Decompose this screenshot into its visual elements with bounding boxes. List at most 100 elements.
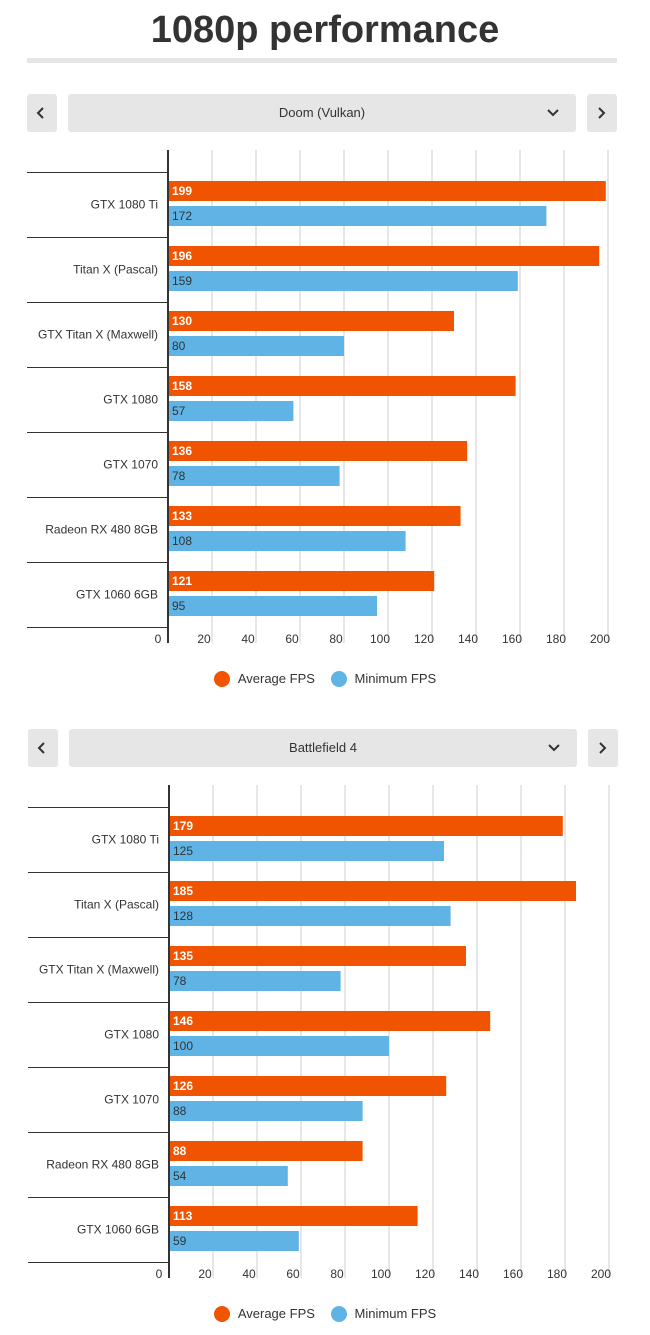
bar-average: [170, 1011, 491, 1031]
category-label: GTX 1080 Ti: [91, 198, 158, 212]
data-label-average: 135: [173, 949, 193, 963]
category-label: GTX Titan X (Maxwell): [39, 963, 159, 977]
data-label-average: 199: [172, 184, 192, 198]
bar-minimum: [170, 1101, 363, 1121]
chevron-down-icon: [547, 109, 559, 117]
next-chart-button[interactable]: [588, 729, 618, 767]
chart-legend: Average FPS Minimum FPS: [0, 1305, 650, 1325]
game-selector-label: Doom (Vulkan): [278, 105, 366, 120]
data-label-average: 133: [172, 509, 192, 523]
data-label-minimum: 80: [172, 339, 186, 353]
category-label: Radeon RX 480 8GB: [46, 1158, 159, 1172]
bar-average: [170, 1076, 447, 1096]
x-tick-label: 60: [285, 632, 299, 646]
category-label: GTX 1080: [104, 1028, 159, 1042]
data-label-average: 179: [173, 819, 193, 833]
data-label-average: 146: [173, 1014, 193, 1028]
data-label-average: 113: [173, 1209, 193, 1223]
x-tick-label: 0: [156, 1267, 163, 1281]
data-label-average: 88: [173, 1144, 187, 1158]
data-label-minimum: 88: [173, 1104, 187, 1118]
data-label-minimum: 128: [173, 909, 193, 923]
legend-label-minimum: Minimum FPS: [354, 671, 437, 687]
x-tick-label: 200: [591, 1267, 611, 1281]
data-label-average: 136: [172, 444, 192, 458]
bar-average: [169, 376, 516, 396]
x-tick-label: 120: [414, 632, 434, 646]
legend-label-minimum: Minimum FPS: [354, 1306, 437, 1322]
bar-minimum: [169, 336, 344, 356]
bar-minimum: [170, 1166, 288, 1186]
chart-legend: Average FPS Minimum FPS: [0, 670, 650, 690]
bar-average: [170, 1141, 363, 1161]
game-selector[interactable]: Doom (Vulkan): [68, 94, 576, 132]
x-tick-label: 40: [241, 632, 255, 646]
category-label: Titan X (Pascal): [73, 263, 158, 277]
prev-chart-button[interactable]: [27, 94, 57, 132]
chevron-left-icon: [37, 742, 45, 754]
category-label: GTX 1070: [104, 1093, 159, 1107]
x-tick-label: 100: [371, 1267, 391, 1281]
bar-average: [169, 441, 468, 461]
next-chart-button[interactable]: [587, 94, 617, 132]
legend-swatch-average: [213, 1305, 230, 1322]
category-label: GTX 1070: [103, 458, 158, 472]
bar-minimum: [169, 401, 294, 421]
bar-minimum: [170, 906, 451, 926]
data-label-average: 185: [173, 884, 193, 898]
x-tick-label: 0: [155, 632, 162, 646]
bar-minimum: [170, 1036, 389, 1056]
chevron-left-icon: [36, 107, 44, 119]
legend-item-minimum: Minimum FPS: [330, 670, 437, 687]
data-label-average: 196: [172, 249, 192, 263]
x-tick-label: 40: [242, 1267, 256, 1281]
data-label-average: 158: [172, 379, 192, 393]
game-selector[interactable]: Battlefield 4: [69, 729, 577, 767]
legend-swatch-minimum: [330, 670, 347, 687]
bar-average: [169, 571, 435, 591]
x-tick-label: 140: [459, 1267, 479, 1281]
bar-average: [169, 181, 606, 201]
data-label-average: 126: [173, 1079, 193, 1093]
category-label: Radeon RX 480 8GB: [45, 523, 158, 537]
x-tick-label: 80: [329, 632, 343, 646]
x-tick-label: 80: [330, 1267, 344, 1281]
bar-minimum: [169, 271, 518, 291]
chevron-right-icon: [599, 742, 607, 754]
legend-swatch-average: [213, 670, 230, 687]
data-label-minimum: 57: [172, 404, 186, 418]
title-divider: [27, 58, 617, 63]
x-tick-label: 160: [502, 632, 522, 646]
prev-chart-button[interactable]: [28, 729, 58, 767]
bar-average: [170, 946, 466, 966]
bar-average: [170, 881, 576, 901]
x-tick-label: 180: [547, 1267, 567, 1281]
legend-item-average: Average FPS: [213, 1305, 315, 1322]
bar-chart: GTX 1080 Ti 179 125 Titan X (Pascal) 185 128 G…: [28, 785, 611, 1281]
bar-minimum: [169, 531, 406, 551]
bar-average: [169, 246, 600, 266]
legend-label-average: Average FPS: [237, 671, 315, 687]
x-tick-label: 160: [503, 1267, 523, 1281]
data-label-minimum: 59: [173, 1234, 187, 1248]
data-label-minimum: 54: [173, 1169, 187, 1183]
data-label-minimum: 172: [172, 209, 192, 223]
x-tick-label: 180: [546, 632, 566, 646]
category-label: GTX 1060 6GB: [76, 588, 158, 602]
legend-item-minimum: Minimum FPS: [330, 1305, 437, 1322]
bar-chart: GTX 1080 Ti 199 172 Titan X (Pascal) 196 159 G…: [27, 150, 610, 646]
legend-item-average: Average FPS: [213, 670, 315, 687]
bar-average: [170, 816, 563, 836]
legend-swatch-minimum: [330, 1305, 347, 1322]
data-label-minimum: 95: [172, 599, 186, 613]
bar-minimum: [169, 206, 547, 226]
bar-average: [169, 311, 454, 331]
x-tick-label: 120: [415, 1267, 435, 1281]
legend-label-average: Average FPS: [237, 1306, 315, 1322]
x-tick-label: 200: [590, 632, 610, 646]
bar-minimum: [170, 971, 341, 991]
data-label-minimum: 108: [172, 534, 192, 548]
x-tick-label: 60: [286, 1267, 300, 1281]
data-label-minimum: 159: [172, 274, 192, 288]
page-title: 1080p performance: [150, 9, 500, 51]
